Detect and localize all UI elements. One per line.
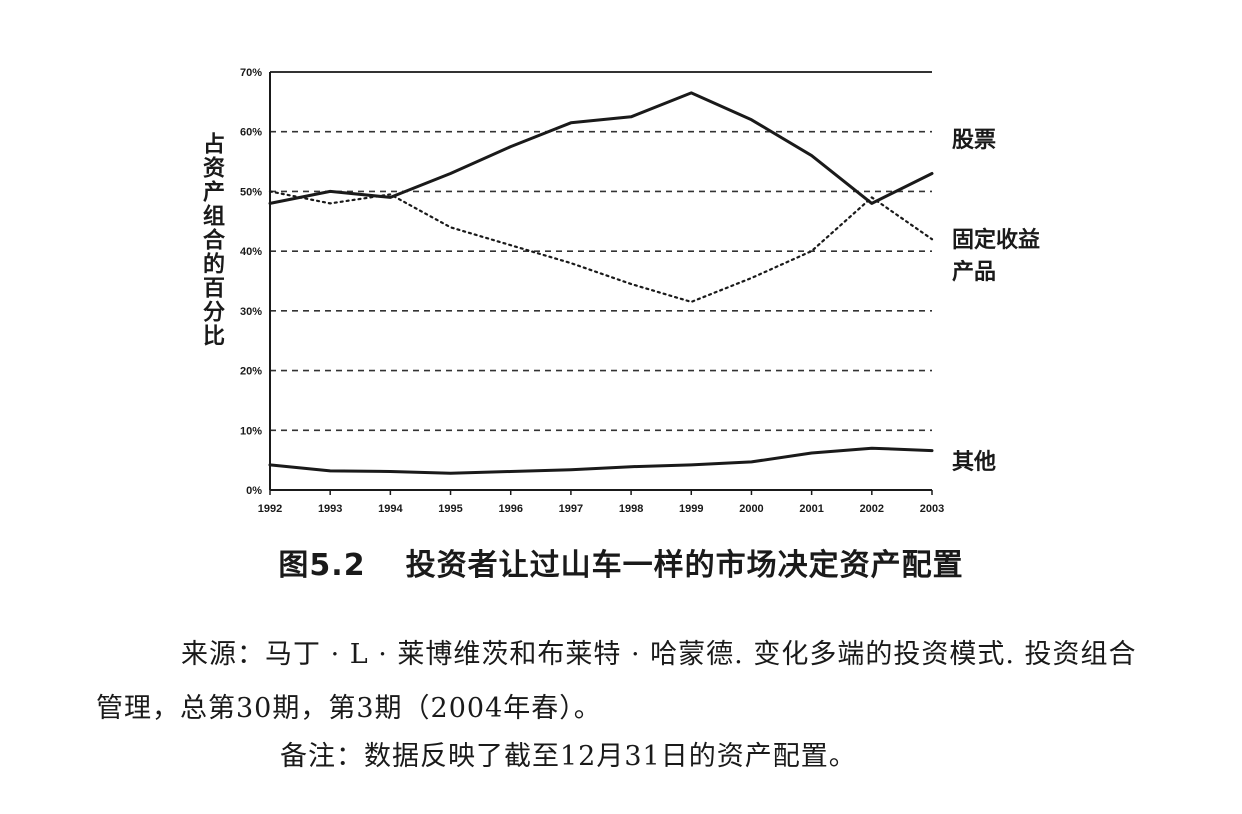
x-tick-label: 1998 <box>619 503 643 515</box>
x-tick-label: 1996 <box>498 503 522 515</box>
y-tick-label: 50% <box>240 186 262 198</box>
x-tick-label: 2002 <box>860 503 884 515</box>
tick-labels: 0% 10% 20% 30% 40% 50% 60% 70% 1992 1993 1994 1995 1… <box>240 67 944 515</box>
axes <box>269 72 932 491</box>
x-tick-label: 2001 <box>799 503 823 515</box>
figure-caption: 图5.2 投资者让过山车一样的市场决定资产配置 <box>0 540 1242 584</box>
series-lines <box>268 91 934 475</box>
series-label: 其他 <box>952 450 996 475</box>
series-line-1 <box>268 190 934 303</box>
note-text: 备注：数据反映了截至12月31日的资产配置。 <box>280 741 857 772</box>
y-axis-label: 占资产组合的百分比 <box>199 132 224 348</box>
x-tick-label: 2003 <box>920 503 944 515</box>
y-tick-label: 70% <box>240 67 262 79</box>
y-tick-label: 30% <box>240 306 262 318</box>
x-tick-label: 1995 <box>438 503 462 515</box>
gridlines <box>270 71 932 432</box>
series-label: 股票 <box>952 128 996 153</box>
figure-title: 投资者让过山车一样的市场决定资产配置 <box>405 548 964 583</box>
source-text: 来源：马丁 · L · 莱博维茨和布莱特 · 哈蒙德. 变化多端的投资模式. 投… <box>96 639 1137 724</box>
x-tick-label: 1994 <box>378 503 403 515</box>
y-tick-label: 20% <box>240 366 262 378</box>
x-tick-label: 2000 <box>739 503 763 515</box>
line-chart: 0% 10% 20% 30% 40% 50% 60% 70% 1992 1993 1994 1995 1… <box>240 67 1040 515</box>
y-tick-label: 60% <box>240 127 262 139</box>
series-label: 产品 <box>952 260 996 285</box>
series-line-0 <box>268 91 934 205</box>
x-tick-label: 1997 <box>559 503 583 515</box>
x-tick-label: 1999 <box>679 503 703 515</box>
series-line-2 <box>268 446 934 475</box>
x-tick-label: 1993 <box>318 503 342 515</box>
x-tick-label: 1992 <box>258 503 282 515</box>
series-label: 固定收益 <box>952 227 1040 253</box>
figure-number: 图5.2 <box>278 548 366 583</box>
y-tick-label: 40% <box>240 246 262 258</box>
y-tick-label: 0% <box>246 485 262 497</box>
y-tick-label: 10% <box>240 425 262 437</box>
